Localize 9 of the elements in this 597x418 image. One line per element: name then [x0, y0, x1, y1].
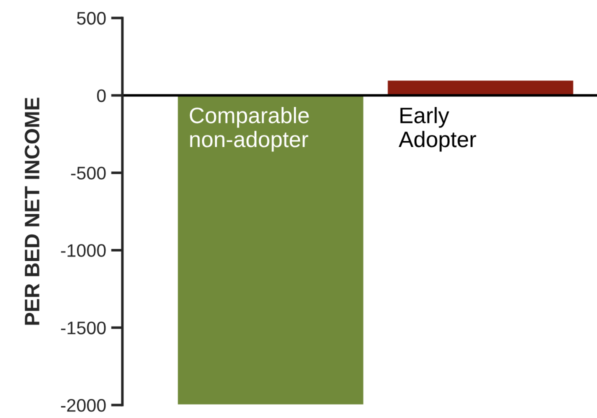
y-tick-label: -1500 [61, 322, 106, 334]
y-tick-label: -1000 [61, 244, 106, 257]
y-tick-label: -2000 [61, 398, 106, 412]
x-tick-label: Comparable non-adopter [190, 107, 309, 152]
y-tick-label: 0 [97, 89, 106, 102]
y-axis-title: PER BED NET INCOME [24, 98, 40, 325]
y-tick-label: -500 [71, 166, 106, 180]
y-tick-label: 500 [77, 12, 106, 25]
x-tick-label: Early Adopter [398, 107, 476, 152]
